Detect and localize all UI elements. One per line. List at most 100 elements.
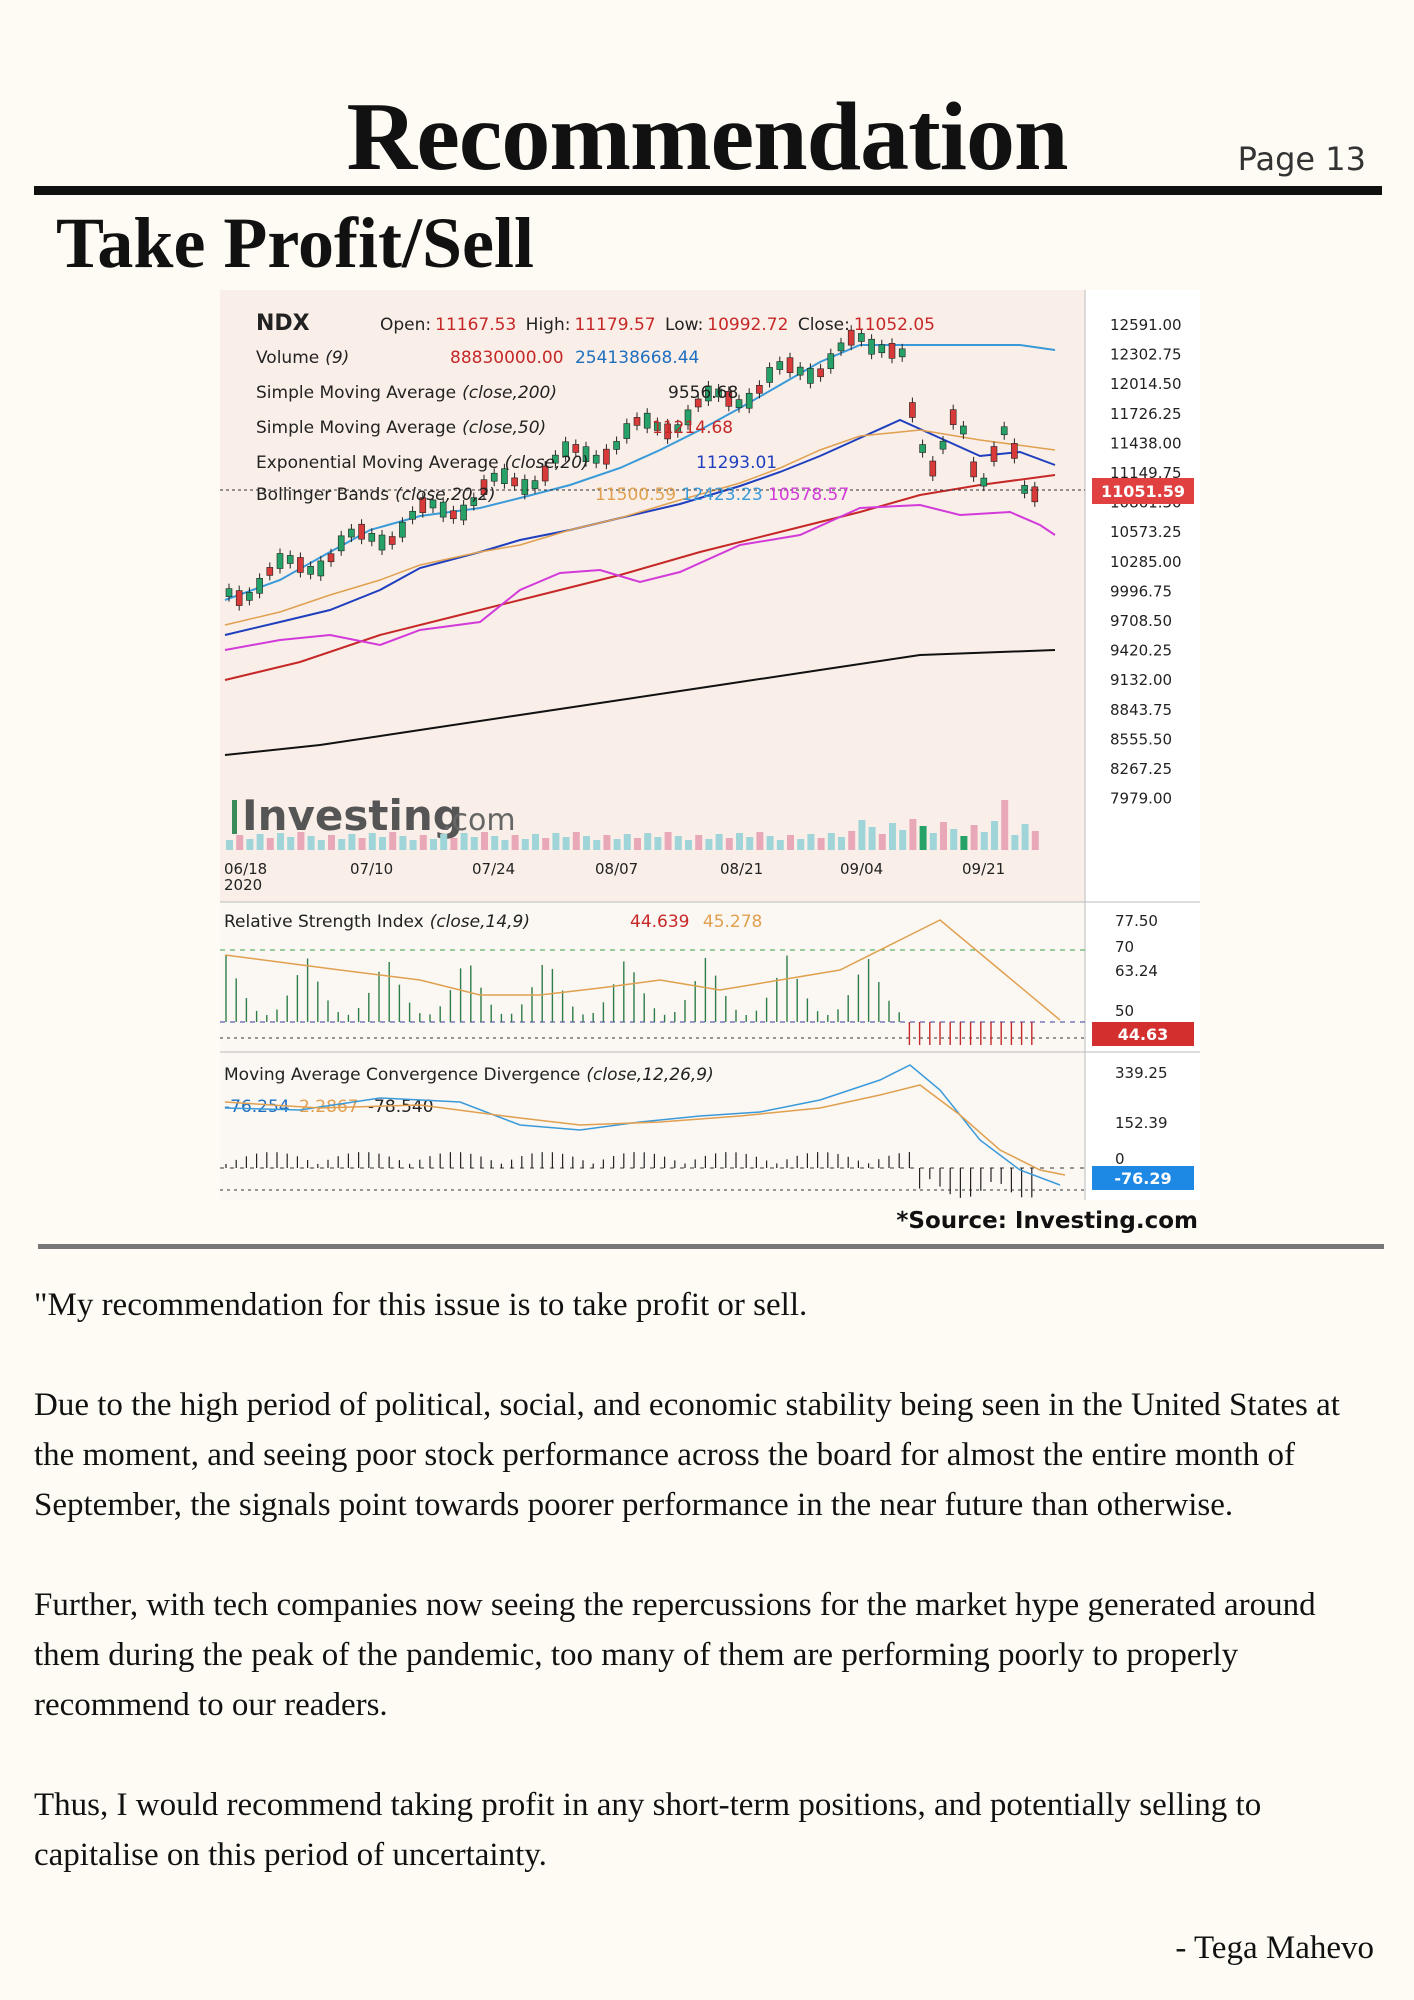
volume-bar [736,833,743,850]
candle-body [878,344,886,354]
candle-body [674,424,682,433]
volume-bar [868,827,876,850]
volume-bar [787,835,794,850]
volume-bar [929,833,937,850]
candle-body [490,472,498,482]
price-axis: 12591.00 12302.75 12014.50 11726.25 11438.00… [1110,316,1182,808]
candle-body [429,499,437,509]
candle-body [756,384,763,394]
legend-ema20: Exponential Moving Average (close,20) 112… [256,453,777,473]
candle-body [276,553,284,569]
volume-bar [695,835,703,850]
candle-body [1021,485,1028,494]
volume-bar [572,832,580,850]
volume-bar [899,830,907,850]
candle-body [909,402,916,418]
candle-body [235,590,243,606]
volume-bar [603,835,611,850]
candle-body [766,367,773,383]
volume-bar [226,840,233,850]
candle-body [225,588,233,597]
date-tick-label: 08/07 [595,860,638,878]
candle-body [521,479,529,495]
sma50-line [224,474,1056,681]
volume-bar [236,835,244,850]
candle-body [388,536,396,545]
volume-bar [909,819,917,850]
volume-bar [746,837,754,850]
candle-body [460,504,467,521]
volume-bar [644,833,652,850]
volume-bar [919,826,927,850]
rsi-panel [220,902,1085,1052]
volume-bar [848,831,856,850]
candle-body [796,366,804,376]
candle-body [705,385,712,402]
volume-bar [328,835,335,850]
indicator-axis-panel [1085,902,1200,1200]
candle-body [949,409,957,425]
volume-bar [725,838,733,850]
volume-bar [470,837,478,850]
candle-body [898,348,906,358]
macd-tick-label: 339.25 [1115,1064,1168,1082]
rsi-tick-label: 70 [1115,938,1134,956]
macd-legend: Moving Average Convergence Divergence (cl… [224,1065,714,1085]
article-paragraph: Thus, I would recommend taking profit in… [34,1787,1262,1873]
volume-bar [960,836,968,850]
volume-bar [878,834,886,850]
article-paragraph: Further, with tech companies now seeing … [34,1587,1316,1723]
volume-bar [889,823,896,850]
candle-body [531,480,539,489]
candle-body [266,567,274,576]
ndx-chart: Investing .com NDX Open: 11167.53 High: 11… [220,290,1200,1200]
candle-body [1000,426,1008,436]
candle-body [654,422,661,431]
sma200-line [224,649,1056,756]
price-tick-label: 10573.25 [1110,523,1182,541]
volume-bar [654,837,662,850]
price-tick-label: 8267.25 [1110,760,1172,778]
volume-bar [317,840,325,850]
volume-bar [430,839,437,850]
volume-bar [797,839,805,850]
volume-bar [389,832,397,850]
candle-body [837,342,845,352]
legend-sma200: Simple Moving Average (close,200) 9556.68 [256,383,738,403]
candle-body [419,497,427,513]
candle-body [307,566,314,575]
volume-bar [287,837,295,850]
volume-bar [970,825,978,850]
rsi-last-tag [1092,1022,1194,1046]
volume-bar [715,834,723,850]
article-paragraph: "My recommendation for this issue is to … [34,1287,808,1323]
volume-bar [634,838,641,850]
candle-body [439,501,447,518]
volume-bar [838,837,845,850]
candle-body [929,460,937,477]
candle-body [368,532,376,542]
volume-bar [1031,831,1039,850]
candle-body [562,441,569,458]
volume-bar [1021,824,1029,850]
volume-bar [277,833,284,850]
volume-bar [827,833,835,850]
volume-bar [940,822,947,850]
volume-bar [379,837,386,850]
volume-bar [307,836,315,850]
candle-body [327,553,335,563]
rsi-last: 44.63 [1118,1025,1169,1044]
volume-bar [440,834,448,850]
candle-body [715,388,722,398]
candle-body [970,461,977,478]
header-rule [34,186,1382,195]
section-rule [38,1244,1384,1249]
volume-bar [501,840,509,850]
page-number: Page 13 [1237,140,1366,178]
candle-body [1011,443,1018,459]
rsi-bars [225,955,1033,1045]
volume-bar [246,839,254,850]
volume-bar [613,839,621,850]
volume-bar [297,832,305,850]
candle-body [613,441,620,450]
